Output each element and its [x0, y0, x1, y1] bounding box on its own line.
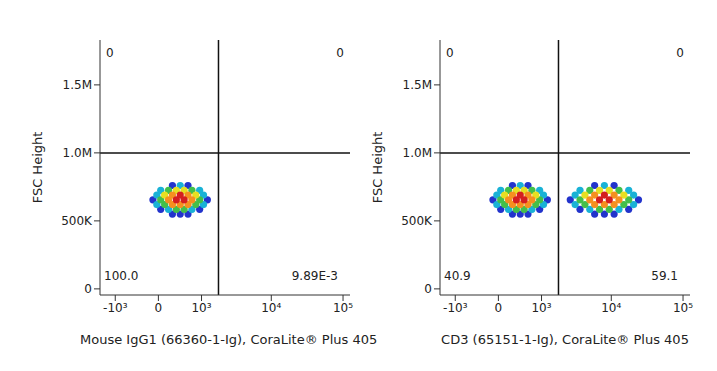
svg-text:0: 0 — [495, 301, 503, 315]
svg-text:0: 0 — [155, 301, 163, 315]
svg-text:0: 0 — [424, 282, 432, 296]
html-text:59.1: 59.1 — [651, 269, 678, 283]
html-text:Mouse IgG1 (66360-1-Ig), CoraL: Mouse IgG1 (66360-1-Ig), CoraLite® Plus … — [80, 332, 378, 347]
svg-text:-10³: -10³ — [103, 301, 128, 315]
html-text:100.0: 100.0 — [104, 269, 139, 283]
html-text:CD3 (65151-1-Ig), CoraLite® Pl: CD3 (65151-1-Ig), CoraLite® Plus 405 — [441, 332, 689, 347]
svg-text:500K: 500K — [61, 214, 93, 228]
html-text:0: 0 — [106, 46, 114, 60]
svg-text:10³: 10³ — [191, 301, 211, 315]
svg-text:-10³: -10³ — [443, 301, 468, 315]
svg-text:10³: 10³ — [531, 301, 551, 315]
svg-text:10⁵: 10⁵ — [673, 301, 693, 315]
svg-text:1.5M: 1.5M — [403, 78, 432, 92]
html-text:FSC Height: FSC Height — [369, 131, 385, 203]
svg-text:10⁵: 10⁵ — [333, 301, 353, 315]
html-text:FSC Height: FSC Height — [29, 131, 45, 203]
svg-text:1.0M: 1.0M — [63, 146, 92, 160]
svg-text:10⁴: 10⁴ — [261, 301, 281, 315]
svg-text:1.0M: 1.0M — [403, 146, 432, 160]
html-text:0: 0 — [676, 46, 684, 60]
svg-text:10⁴: 10⁴ — [601, 301, 621, 315]
html-text:0: 0 — [446, 46, 454, 60]
svg-text:0: 0 — [84, 282, 92, 296]
html-text:9.89E-3: 9.89E-3 — [291, 269, 338, 283]
html-text:0: 0 — [336, 46, 344, 60]
svg-text:1.5M: 1.5M — [63, 78, 92, 92]
html-text:40.9: 40.9 — [444, 269, 471, 283]
svg-text:500K: 500K — [401, 214, 433, 228]
